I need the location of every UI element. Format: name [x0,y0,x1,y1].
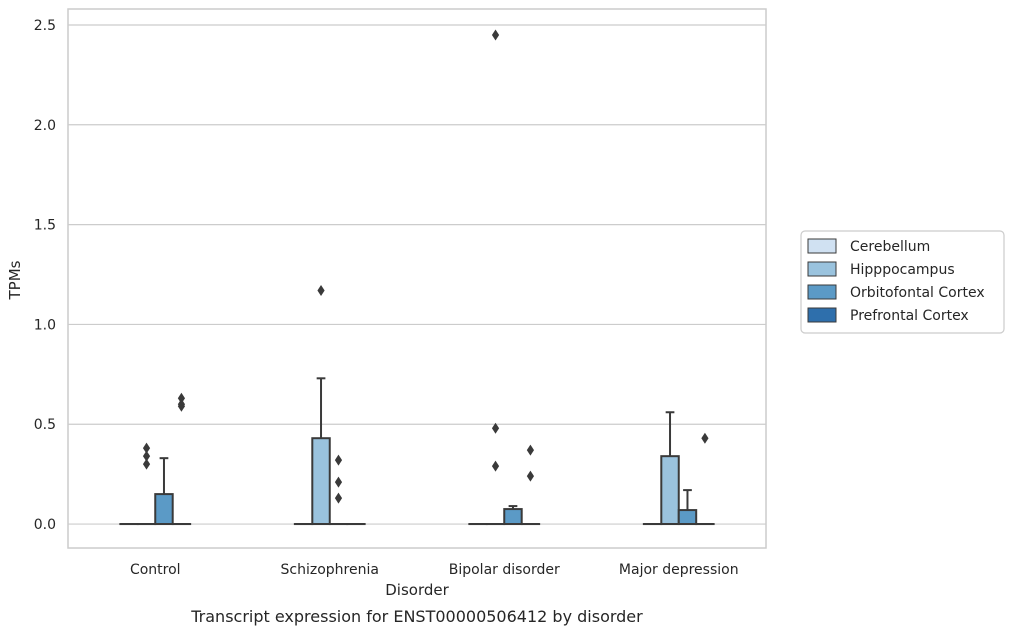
x-tick-label: Schizophrenia [281,562,379,578]
legend: Cerebellum Hipppocampus Orbitofontal Corte… [800,230,1005,334]
outlier-point [317,284,325,296]
outlier-point [142,450,151,462]
y-tick-label: 2.0 [34,118,56,134]
legend-swatch [807,307,837,323]
legend-swatch [807,261,837,277]
legend-label: Hipppocampus [850,262,955,278]
y-tick-label: 0.5 [34,417,56,433]
outlier-point [526,444,535,456]
plot-area-frame [67,8,767,549]
grid-lines [68,24,766,525]
x-tick-label: Major depression [619,562,739,578]
outlier-point [491,422,500,434]
outlier-point [491,29,500,41]
outlier-point [334,492,343,504]
box-hipppocampus [660,455,680,526]
outlier-point [526,470,535,482]
box-orbitofontal-cortex [503,508,523,526]
legend-label: Orbitofontal Cortex [850,285,985,301]
outlier-point [701,432,709,444]
y-tick-label: 0.0 [34,517,56,533]
legend-label: Cerebellum [850,239,930,255]
outlier-point [177,398,186,410]
outlier-point [142,458,151,470]
x-axis-label: Disorder [385,581,449,599]
y-tick-label: 1.5 [34,218,56,234]
box-orbitofontal-cortex [677,509,698,526]
outlier-point [177,392,186,404]
y-axis-label: TPMs [6,260,24,300]
legend-box [800,230,1005,334]
outlier-point [142,442,151,454]
box-orbitofontal-cortex [154,493,174,526]
y-tick-label: 1.0 [34,317,56,333]
outlier-point [334,454,343,466]
x-tick-label: Control [130,562,181,578]
x-axis-ticks: Control Schizophrenia Bipolar disorder Majo… [130,562,739,578]
chart-caption: Transcript expression for ENST0000050641… [190,607,643,626]
y-axis-ticks: 0.0 0.5 1.0 1.5 2.0 2.5 [34,18,56,533]
legend-swatch [807,238,837,254]
outlier-point [491,460,500,472]
box-hipppocampus [311,437,331,526]
legend-label: Prefrontal Cortex [850,308,969,324]
legend-swatch [807,284,837,300]
y-tick-label: 2.5 [34,18,56,34]
box-plot-marks [119,29,715,526]
x-tick-label: Bipolar disorder [449,562,560,578]
outlier-point [334,476,343,488]
